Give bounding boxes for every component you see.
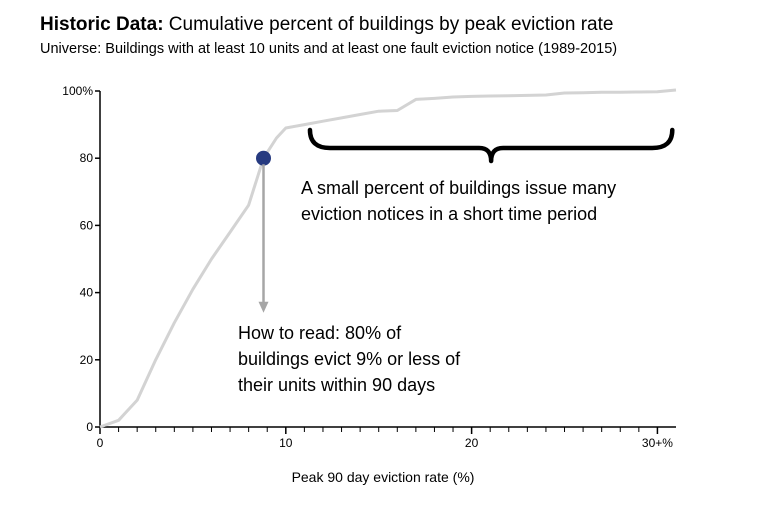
- how-to-read-annotation-line: buildings evict 9% or less of: [238, 349, 461, 369]
- cumulative-series-line: [99, 88, 677, 429]
- y-tick-label: 0: [86, 420, 93, 434]
- x-tick-label: 20: [465, 436, 479, 450]
- x-tick-label: 30+%: [642, 436, 673, 450]
- y-tick-label: 60: [80, 218, 94, 232]
- y-tick-label: 100%: [62, 84, 93, 98]
- annotations: A small percent of buildings issue many e…: [238, 127, 675, 395]
- chart-title-rest: Cumulative percent of buildings by peak …: [163, 14, 614, 35]
- highlight-point-80pct: [256, 150, 272, 166]
- reading-arrow-head: [258, 301, 269, 313]
- curly-brace: [307, 127, 675, 164]
- how-to-read-annotation-line: their units within 90 days: [238, 375, 435, 395]
- chart-subtitle: Universe: Buildings with at least 10 uni…: [40, 41, 618, 57]
- plot-area: [99, 88, 677, 429]
- brace-annotation-line: A small percent of buildings issue many: [301, 178, 616, 198]
- brace-annotation-line: eviction notices in a short time period: [301, 204, 597, 224]
- y-tick-label: 20: [80, 353, 94, 367]
- y-tick-label: 80: [80, 151, 94, 165]
- x-tick-label: 0: [97, 436, 104, 450]
- chart-title: Historic Data: Cumulative percent of bui…: [40, 14, 613, 36]
- x-tick-label: 10: [279, 436, 293, 450]
- x-axis-label: Peak 90 day eviction rate (%): [292, 469, 475, 485]
- y-tick-label: 40: [80, 286, 94, 300]
- axes: 0 20 40 60 80 100% 0 10 20 30+% Peak 90 day evicti…: [62, 84, 676, 485]
- chart-title-bold: Historic Data:: [40, 14, 164, 35]
- how-to-read-annotation-line: How to read: 80% of: [238, 323, 402, 343]
